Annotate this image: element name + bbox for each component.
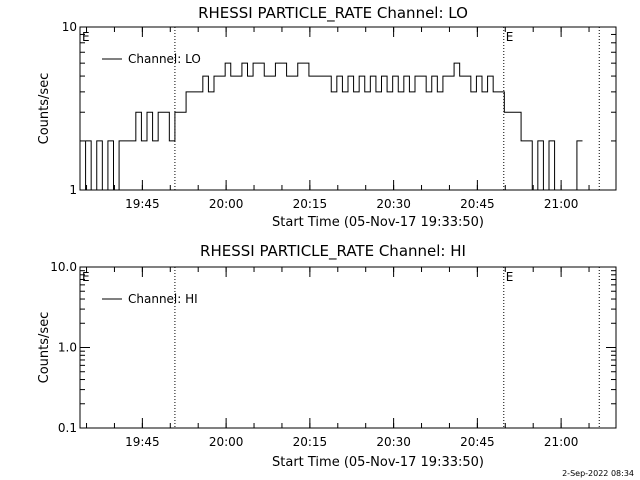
panel2-ytick-label: 10.0 [50, 260, 77, 274]
panel2-xtick-label: 20:15 [293, 435, 328, 449]
panel2-xlabel: Start Time (05-Nov-17 19:33:50) [272, 455, 484, 470]
panel1-xtick-label: 20:30 [376, 197, 411, 211]
panel2-xtick-label: 19:45 [125, 435, 160, 449]
panel1-event-label: E [82, 30, 90, 44]
panel1-xlabel: Start Time (05-Nov-17 19:33:50) [272, 215, 484, 230]
panel2-ytick-label: 0.1 [58, 421, 77, 435]
panel2-xtick-label: 21:00 [544, 435, 579, 449]
panel2-legend-label: Channel: HI [128, 292, 198, 306]
panel1-xtick-label: 20:45 [460, 197, 495, 211]
panel2-title: RHESSI PARTICLE_RATE Channel: HI [200, 242, 466, 261]
panel1-xtick-label: 20:15 [293, 197, 328, 211]
panel1-event-label: E [506, 30, 514, 44]
panel1-plot-frame [79, 26, 617, 191]
panel2-ylabel: Counts/sec [37, 312, 52, 384]
panel2-xtick-label: 20:45 [460, 435, 495, 449]
footer-date: 2-Sep-2022 08:34 [562, 469, 634, 478]
panel2-xtick-label: 20:00 [209, 435, 244, 449]
panel2-event-label: E [82, 270, 90, 284]
panel1-xtick-label: 21:00 [544, 197, 579, 211]
panel1-ytick-label: 1 [69, 183, 77, 197]
panel1-series-line [80, 62, 583, 191]
panel1-ylabel: Counts/sec [37, 73, 52, 145]
panel1-ytick-label: 10 [62, 20, 77, 34]
panel1-xtick-label: 20:00 [209, 197, 244, 211]
panel1-title: RHESSI PARTICLE_RATE Channel: LO [198, 4, 468, 23]
panel1-legend-label: Channel: LO [128, 52, 201, 66]
panel2-xtick-label: 20:30 [376, 435, 411, 449]
panel2-event-label: E [506, 270, 514, 284]
panel2-ytick-label: 1.0 [58, 341, 77, 355]
panel1-xtick-label: 19:45 [125, 197, 160, 211]
